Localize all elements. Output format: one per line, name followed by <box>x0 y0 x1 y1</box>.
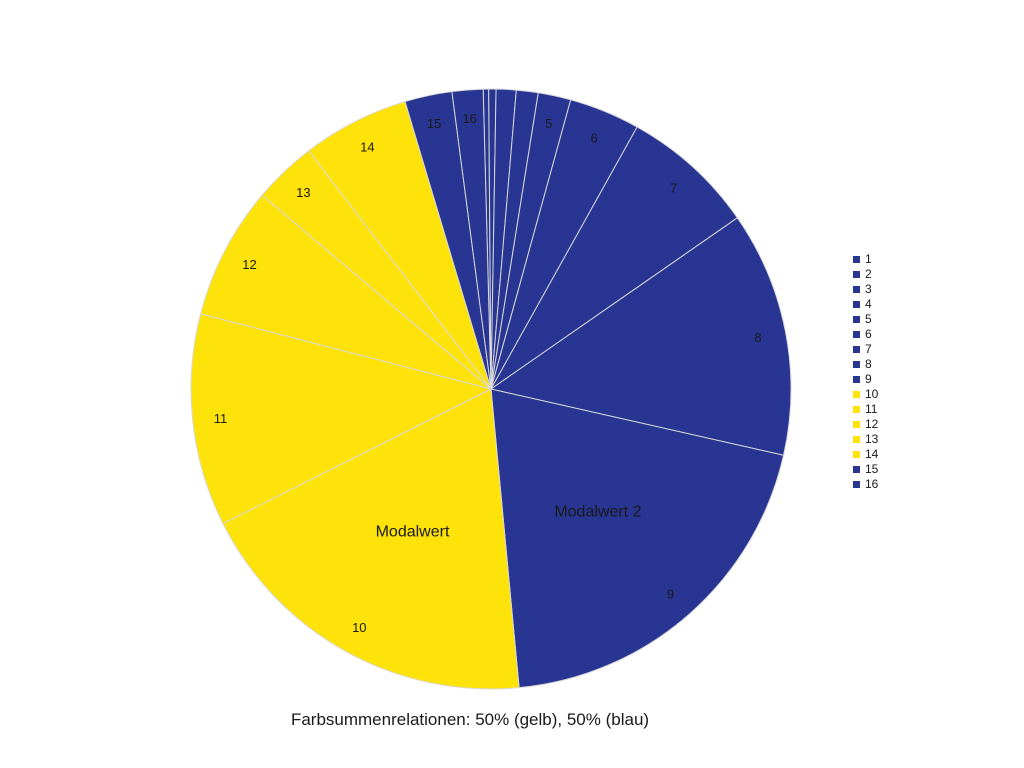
pie-slice-10 <box>222 388 520 690</box>
pie-slice-11 <box>190 313 493 525</box>
legend-label: 2 <box>865 267 872 281</box>
legend-swatch <box>853 256 860 263</box>
legend-label: 16 <box>865 477 879 491</box>
legend-swatch <box>853 361 860 368</box>
legend-label: 6 <box>865 327 872 341</box>
legend-label: 1 <box>865 252 872 266</box>
annotation-1: Modalwert 2 <box>554 504 641 521</box>
legend-item-2: 2 <box>853 267 878 282</box>
legend-label: 12 <box>865 417 879 431</box>
slice-label-12: 12 <box>242 257 256 272</box>
legend-swatch <box>853 451 860 458</box>
legend-swatch <box>853 406 860 413</box>
legend-swatch <box>853 331 860 338</box>
slice-label-14: 14 <box>360 140 374 155</box>
legend-item-4: 4 <box>853 297 878 312</box>
legend-item-11: 11 <box>853 402 878 417</box>
legend-label: 14 <box>865 447 879 461</box>
legend-item-10: 10 <box>853 387 878 402</box>
legend-swatch <box>853 316 860 323</box>
legend-label: 8 <box>865 357 872 371</box>
slice-label-7: 7 <box>670 180 677 195</box>
legend-label: 3 <box>865 282 872 296</box>
legend-swatch <box>853 466 860 473</box>
legend-label: 10 <box>865 387 879 401</box>
legend-label: 15 <box>865 462 879 476</box>
legend-item-12: 12 <box>853 417 878 432</box>
pie-slice-12 <box>199 194 492 390</box>
legend-item-7: 7 <box>853 342 878 357</box>
legend-label: 5 <box>865 312 872 326</box>
annotation-2: Modalwert <box>376 524 450 541</box>
legend-swatch <box>853 391 860 398</box>
legend-item-3: 3 <box>853 282 878 297</box>
legend-swatch <box>853 436 860 443</box>
legend-item-6: 6 <box>853 327 878 342</box>
legend-label: 7 <box>865 342 872 356</box>
chart-caption: Farbsummenrelationen: 50% (gelb), 50% (b… <box>290 710 650 729</box>
pie-slice-7 <box>490 126 739 390</box>
legend-label: 11 <box>865 402 878 416</box>
slice-label-15: 15 <box>427 116 441 131</box>
legend-label: 4 <box>865 297 872 311</box>
legend-swatch <box>853 286 860 293</box>
pie-slice-9 <box>490 388 785 689</box>
legend-label: 13 <box>865 432 879 446</box>
legend-swatch <box>853 376 860 383</box>
legend-swatch <box>853 301 860 308</box>
pie-slice-8 <box>489 217 792 456</box>
legend-swatch <box>853 421 860 428</box>
chart-legend: 1 2 3 4 5 6 7 8 9 10 11 12 13 14 15 16 <box>853 252 878 492</box>
legend-label: 9 <box>865 372 872 386</box>
legend-item-8: 8 <box>853 357 878 372</box>
pie-slice-16 <box>451 88 492 390</box>
slice-label-6: 6 <box>590 130 597 145</box>
legend-item-15: 15 <box>853 462 878 477</box>
slice-label-8: 8 <box>754 330 761 345</box>
legend-item-13: 13 <box>853 432 878 447</box>
legend-item-5: 5 <box>853 312 878 327</box>
slice-label-13: 13 <box>296 185 310 200</box>
slice-label-11: 11 <box>214 411 228 426</box>
legend-swatch <box>853 481 860 488</box>
legend-item-1: 1 <box>853 252 878 267</box>
legend-item-9: 9 <box>853 372 878 387</box>
legend-item-16: 16 <box>853 477 878 492</box>
legend-item-14: 14 <box>853 447 878 462</box>
slice-label-16: 16 <box>462 111 476 126</box>
slice-label-5: 5 <box>545 116 552 131</box>
slice-label-10: 10 <box>352 620 366 635</box>
legend-swatch <box>853 346 860 353</box>
legend-swatch <box>853 271 860 278</box>
slice-label-9: 9 <box>667 586 674 601</box>
